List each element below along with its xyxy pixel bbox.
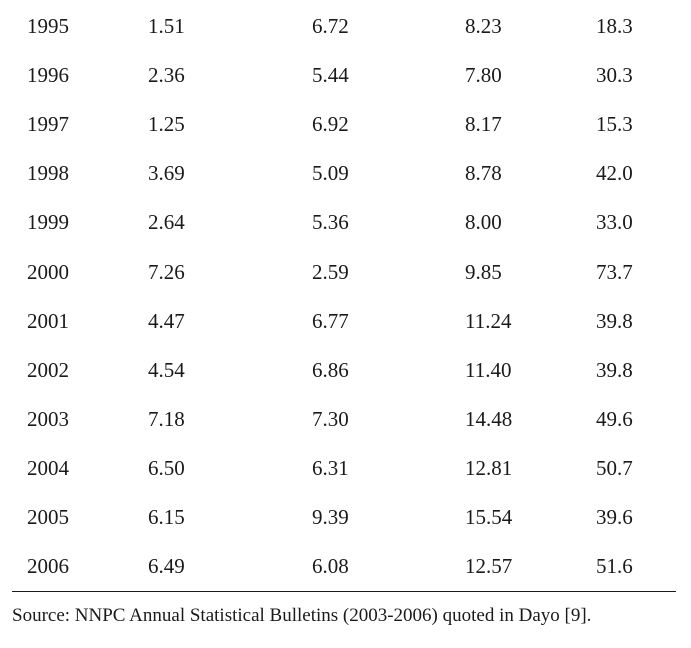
value-cell: 73.7 xyxy=(596,259,633,284)
value-cell: 8.78 xyxy=(465,161,502,186)
value-cell: 7.26 xyxy=(148,259,185,284)
value-cell: 39.8 xyxy=(596,308,633,333)
table-row: 2005 6.15 9.39 15.54 39.6 xyxy=(0,502,691,532)
value-cell: 51.6 xyxy=(596,554,633,579)
value-cell: 6.86 xyxy=(312,357,349,382)
year-cell: 1998 xyxy=(27,161,69,186)
value-cell: 12.81 xyxy=(465,455,513,480)
value-cell: 3.69 xyxy=(148,161,185,186)
value-cell: 14.48 xyxy=(465,406,513,431)
year-cell: 2006 xyxy=(27,554,69,579)
value-cell: 2.36 xyxy=(148,63,185,88)
value-cell: 2.59 xyxy=(312,259,349,284)
table-row: 1997 1.25 6.92 8.17 15.3 xyxy=(0,109,691,139)
year-cell: 2000 xyxy=(27,259,69,284)
table-row: 2006 6.49 6.08 12.57 51.6 xyxy=(0,551,691,581)
table-row: 2002 4.54 6.86 11.40 39.8 xyxy=(0,355,691,385)
value-cell: 1.25 xyxy=(148,112,185,137)
year-cell: 2004 xyxy=(27,455,69,480)
value-cell: 11.40 xyxy=(465,357,512,382)
value-cell: 2.64 xyxy=(148,210,185,235)
value-cell: 7.30 xyxy=(312,406,349,431)
value-cell: 15.54 xyxy=(465,505,513,529)
value-cell: 9.39 xyxy=(312,505,349,529)
value-cell: 5.36 xyxy=(312,210,349,235)
year-cell: 1997 xyxy=(27,112,69,137)
value-cell: 49.6 xyxy=(596,406,633,431)
value-cell: 42.0 xyxy=(596,161,633,186)
value-cell: 6.77 xyxy=(312,308,349,333)
value-cell: 11.24 xyxy=(465,308,512,333)
value-cell: 12.57 xyxy=(465,554,513,579)
value-cell: 15.3 xyxy=(596,112,633,137)
value-cell: 7.18 xyxy=(148,406,185,431)
value-cell: 6.50 xyxy=(148,455,185,480)
year-cell: 2005 xyxy=(27,505,69,529)
value-cell: 6.15 xyxy=(148,505,185,529)
year-cell: 2003 xyxy=(27,406,69,431)
value-cell: 9.85 xyxy=(465,259,502,284)
year-cell: 2001 xyxy=(27,308,69,333)
table-row: 2001 4.47 6.77 11.24 39.8 xyxy=(0,306,691,336)
value-cell: 6.92 xyxy=(312,112,349,137)
value-cell: 6.31 xyxy=(312,455,349,480)
table-row: 1996 2.36 5.44 7.80 30.3 xyxy=(0,60,691,90)
value-cell: 4.47 xyxy=(148,308,185,333)
table-row: 1999 2.64 5.36 8.00 33.0 xyxy=(0,207,691,237)
value-cell: 8.17 xyxy=(465,112,502,137)
year-cell: 2002 xyxy=(27,357,69,382)
value-cell: 5.09 xyxy=(312,161,349,186)
year-cell: 1996 xyxy=(27,63,69,88)
value-cell: 7.80 xyxy=(465,63,502,88)
value-cell: 8.00 xyxy=(465,210,502,235)
table-row: 2000 7.26 2.59 9.85 73.7 xyxy=(0,257,691,287)
value-cell: 6.72 xyxy=(312,14,349,38)
value-cell: 33.0 xyxy=(596,210,633,235)
table-row: 1998 3.69 5.09 8.78 42.0 xyxy=(0,158,691,188)
value-cell: 39.6 xyxy=(596,505,633,529)
value-cell: 39.8 xyxy=(596,357,633,382)
value-cell: 4.54 xyxy=(148,357,185,382)
value-cell: 6.49 xyxy=(148,554,185,579)
value-cell: 18.3 xyxy=(596,14,633,38)
value-cell: 50.7 xyxy=(596,455,633,480)
value-cell: 6.08 xyxy=(312,554,349,579)
table-row: 1995 1.51 6.72 8.23 18.3 xyxy=(0,11,691,41)
value-cell: 30.3 xyxy=(596,63,633,88)
source-note: Source: NNPC Annual Statistical Bulletin… xyxy=(12,605,592,626)
table-row: 2003 7.18 7.30 14.48 49.6 xyxy=(0,404,691,434)
value-cell: 8.23 xyxy=(465,14,502,38)
value-cell: 1.51 xyxy=(148,14,185,38)
year-cell: 1995 xyxy=(27,14,69,38)
table-bottom-rule xyxy=(12,591,676,592)
table-row: 2004 6.50 6.31 12.81 50.7 xyxy=(0,453,691,483)
value-cell: 5.44 xyxy=(312,63,349,88)
year-cell: 1999 xyxy=(27,210,69,235)
